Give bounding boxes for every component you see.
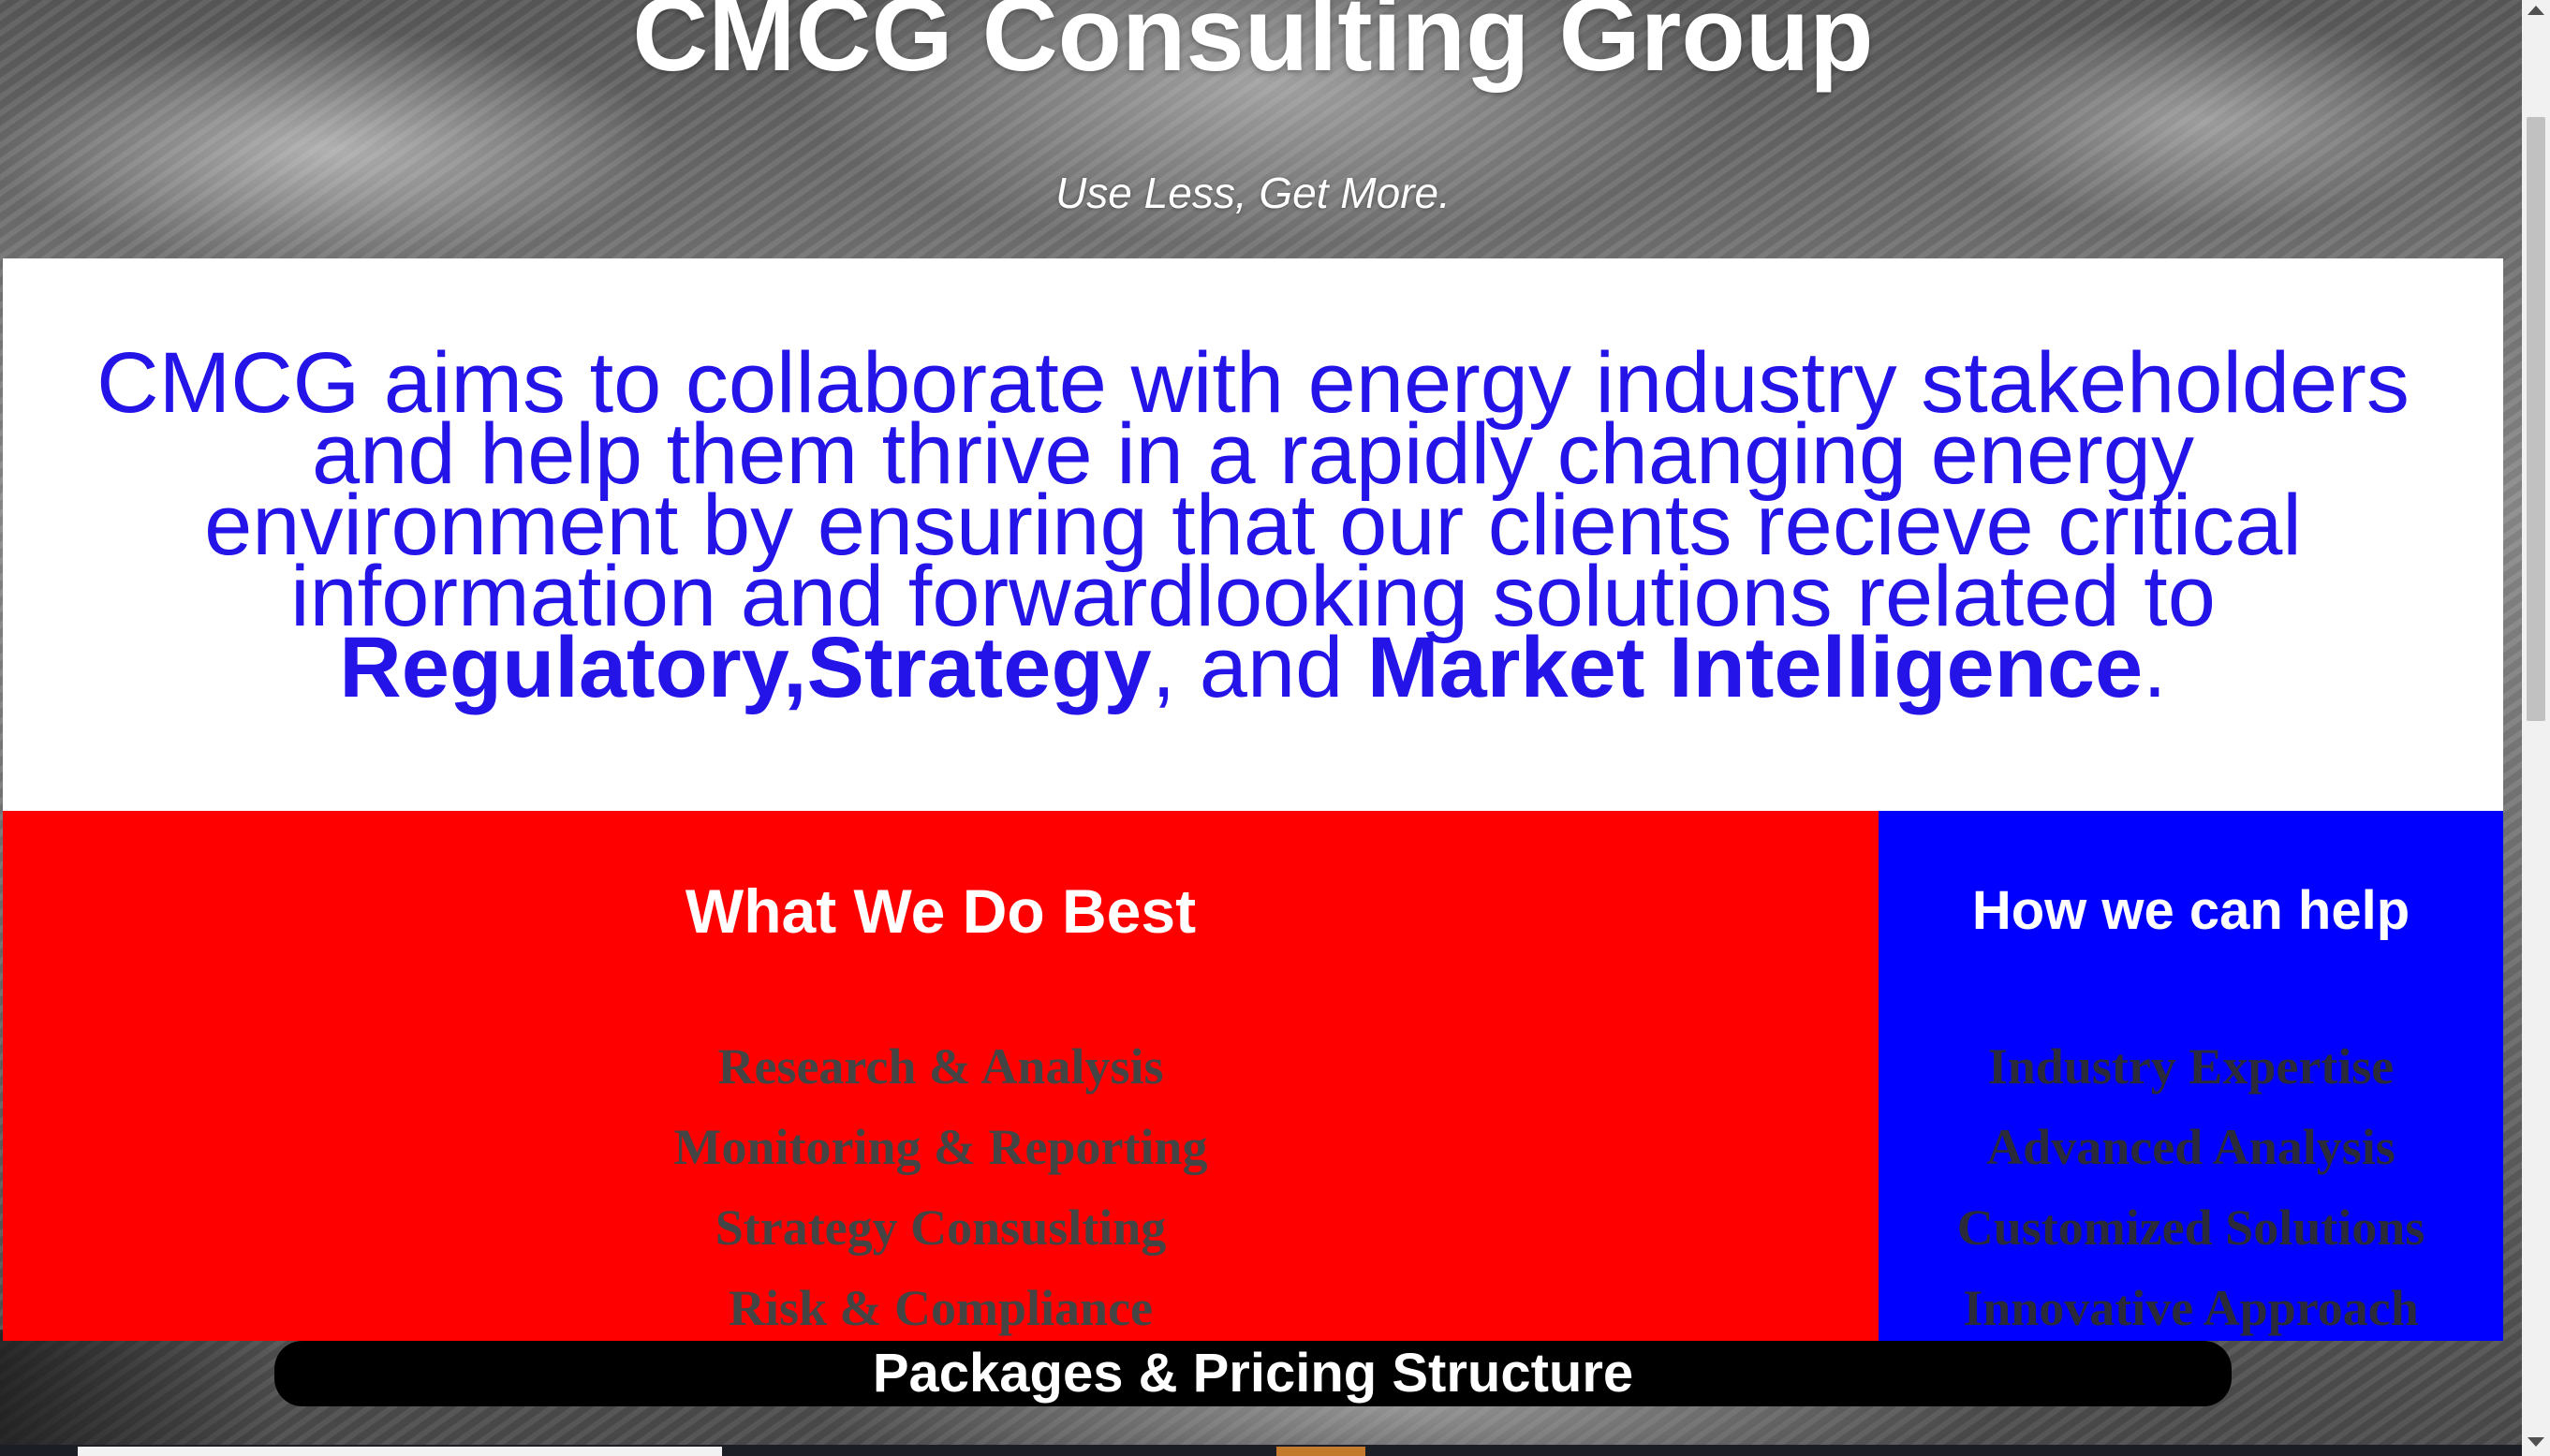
mission-section: CMCG aims to collaborate with energy ind… bbox=[3, 258, 2503, 811]
list-item: Research & Analysis bbox=[717, 1038, 1164, 1095]
what-we-do-list: Research & Analysis Monitoring & Reporti… bbox=[3, 1026, 1879, 1348]
bottom-strip-light bbox=[78, 1447, 722, 1456]
site-tagline: Use Less, Get More. bbox=[1055, 169, 1451, 217]
how-we-help-title: How we can help bbox=[1971, 880, 2410, 941]
mission-market-intelligence: Market Intelligence bbox=[1366, 620, 2144, 715]
scroll-down-arrow-icon[interactable] bbox=[2528, 1437, 2544, 1447]
mission-comma: , bbox=[782, 620, 807, 715]
scrollbar-thumb[interactable] bbox=[2527, 117, 2545, 721]
mission-period: . bbox=[2143, 620, 2167, 715]
mission-strategy: Strategy bbox=[806, 620, 1152, 715]
pricing-button[interactable]: Packages & Pricing Structure bbox=[274, 1341, 2232, 1406]
what-we-do-panel: What We Do Best Research & Analysis Moni… bbox=[3, 811, 1879, 1341]
list-item: Industry Expertise bbox=[1987, 1038, 2395, 1095]
bottom-strip-accent bbox=[1276, 1447, 1365, 1456]
list-item: Innovative Approach bbox=[1963, 1280, 2419, 1336]
how-we-help-list: Industry Expertise Advanced Analysis Cus… bbox=[1879, 1026, 2503, 1348]
vertical-scrollbar[interactable] bbox=[2522, 0, 2550, 1456]
mission-text: CMCG aims to collaborate with energy ind… bbox=[96, 335, 2410, 644]
background-shadow bbox=[0, 1330, 281, 1456]
site-title: CMCG Consulting Group bbox=[632, 0, 1874, 93]
mission-statement: CMCG aims to collaborate with energy ind… bbox=[96, 340, 2410, 711]
how-we-help-panel: How we can help Industry Expertise Advan… bbox=[1879, 811, 2503, 1341]
list-item: Strategy Consuslting bbox=[715, 1199, 1167, 1256]
list-item: Monitoring & Reporting bbox=[673, 1119, 1208, 1175]
list-item: Customized Solutions bbox=[1956, 1199, 2425, 1256]
list-item: Risk & Compliance bbox=[728, 1280, 1153, 1336]
mission-and: , and bbox=[1151, 620, 1367, 715]
what-we-do-title: What We Do Best bbox=[685, 876, 1197, 946]
mission-regulatory: Regulatory bbox=[339, 620, 783, 715]
list-item: Advanced Analysis bbox=[1986, 1119, 2395, 1175]
scroll-up-arrow-icon[interactable] bbox=[2528, 6, 2544, 15]
